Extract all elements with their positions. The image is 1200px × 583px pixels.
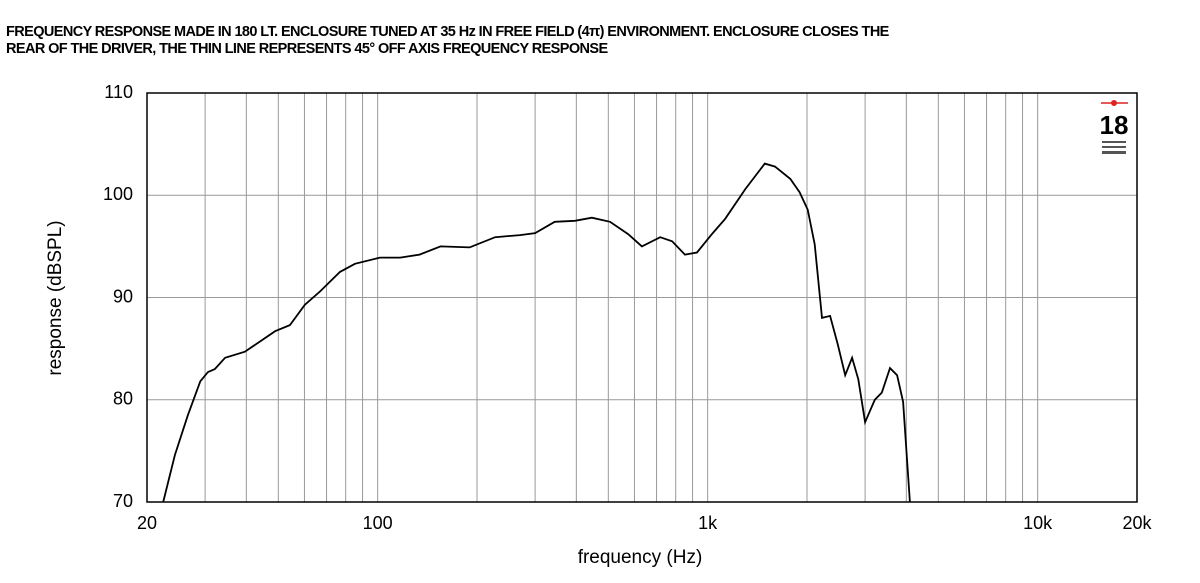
logo-mark [1102, 151, 1126, 154]
chart-title: REAR OF THE DRIVER, THE THIN LINE REPRES… [6, 41, 608, 57]
y-tick-label: 90 [113, 286, 133, 306]
logo: 18 [1100, 110, 1129, 140]
y-tick-label: 100 [103, 184, 133, 204]
x-tick-label: 100 [363, 513, 393, 533]
response-line [162, 162, 911, 503]
x-tick-label: 20k [1122, 513, 1152, 533]
logo-mark [1111, 100, 1117, 106]
logo-mark [1102, 146, 1126, 148]
y-axis-label: response (dBSPL) [45, 220, 66, 375]
y-tick-label: 110 [104, 82, 133, 102]
x-tick-label: 10k [1023, 513, 1053, 533]
plot-frame [146, 92, 1138, 503]
logo-mark [1102, 141, 1126, 143]
y-tick-label: 70 [113, 491, 133, 511]
x-tick-label: 20 [137, 513, 157, 533]
x-axis-label: frequency (Hz) [578, 547, 703, 568]
y-tick-label: 80 [113, 389, 133, 409]
chart-title: FREQUENCY RESPONSE MADE IN 180 LT. ENCLO… [6, 24, 890, 40]
x-tick-label: 1k [698, 513, 718, 533]
